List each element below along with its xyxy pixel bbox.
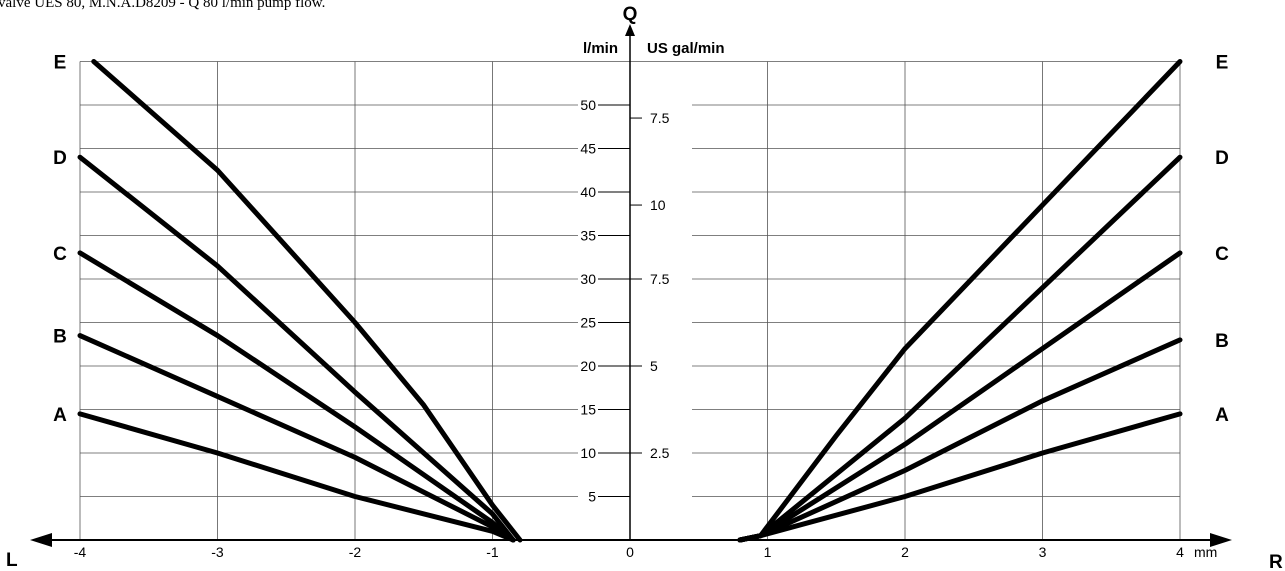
- x-tick-label: -1: [486, 544, 499, 560]
- curve-label-C-right: C: [1215, 244, 1229, 265]
- y-tick-label: 30: [580, 271, 596, 287]
- y-right-unit: US gal/min: [647, 40, 725, 57]
- y-axis-title: Q: [623, 4, 638, 25]
- y-tick-label: 35: [580, 228, 596, 244]
- x-axis-arrow-right: [1210, 533, 1232, 547]
- x-tick-label: 4: [1176, 544, 1184, 560]
- series-E-left: [91, 59, 523, 543]
- secondary-tick-label: 10: [650, 197, 666, 213]
- y-tick-label: 15: [580, 402, 596, 418]
- y-left-unit: l/min: [583, 40, 618, 57]
- y-tick-label: 40: [580, 184, 596, 200]
- curve-label-D-left: D: [53, 148, 67, 169]
- x-tick-label: 2: [901, 544, 909, 560]
- y-tick-label: 45: [580, 141, 596, 157]
- series-B-right: [737, 337, 1183, 543]
- curves: [77, 59, 1183, 543]
- y-tick-label: 20: [580, 358, 596, 374]
- curve-label-E-left: E: [54, 53, 67, 74]
- x-tick-label: 0: [626, 544, 634, 560]
- x-tick-label: 3: [1039, 544, 1047, 560]
- curve-label-A-left: A: [53, 405, 67, 426]
- curve-label-E-right: E: [1216, 53, 1229, 74]
- curve-label-C-left: C: [53, 244, 67, 265]
- x-axis-left-letter: L: [6, 550, 18, 571]
- curve-label-B-left: B: [53, 327, 67, 348]
- y-axis-arrow: [625, 24, 635, 36]
- secondary-tick-label: 5: [650, 358, 658, 374]
- x-tick-label: 1: [764, 544, 772, 560]
- chart-caption: valve UES 80, M.N.A.D8209 - Q 80 l/min p…: [0, 0, 325, 11]
- x-axis-right-letter: R: [1269, 552, 1283, 571]
- x-unit-label: mm: [1194, 544, 1217, 560]
- y-tick-label: 5: [588, 489, 596, 505]
- curve-label-D-right: D: [1215, 148, 1229, 169]
- y-tick-label: 10: [580, 445, 596, 461]
- series-C-left: [77, 250, 516, 543]
- labels: A A B B C C D D E E -4 -3 -2 -1 0 1 2 3 4 mm L R Ql/min US gal/…: [6, 4, 1283, 571]
- x-tick-label: -4: [74, 544, 87, 560]
- secondary-tick-label: 7.5: [650, 110, 670, 126]
- secondary-tick-label: 2.5: [650, 445, 670, 461]
- series-D-right: [737, 154, 1183, 543]
- curve-label-B-right: B: [1215, 331, 1229, 352]
- series-D-left: [77, 154, 516, 543]
- x-tick-label: -3: [211, 544, 224, 560]
- curve-label-A-right: A: [1215, 405, 1229, 426]
- secondary-tick-label: 7.5: [650, 271, 670, 287]
- axes: [30, 24, 1232, 547]
- x-tick-label: -2: [349, 544, 362, 560]
- series-E-right: [737, 59, 1183, 543]
- x-axis-arrow-left: [30, 533, 52, 547]
- y-tick-label: 50: [580, 97, 596, 113]
- y-tick-label: 25: [580, 315, 596, 331]
